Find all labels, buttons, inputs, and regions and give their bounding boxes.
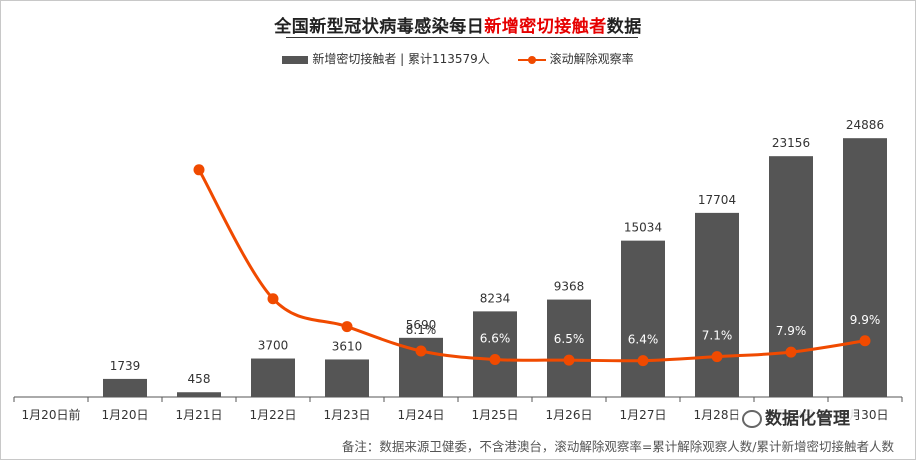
x-axis-ticks: [13, 397, 903, 402]
rate-point-7: [563, 354, 575, 366]
bar-value-label: 5690: [406, 318, 437, 332]
legend-item-bar: 新增密切接触者 | 累计113579人: [282, 50, 490, 67]
legend-bar-label: 新增密切接触者 | 累计113579人: [312, 52, 490, 66]
rate-point-3: [267, 293, 279, 305]
rate-point-8: [637, 355, 649, 367]
rate-value-label: 7.9%: [776, 324, 807, 338]
x-tick-label: 1月25日: [472, 408, 519, 422]
x-tick-label: 1月21日: [176, 408, 223, 422]
watermark-text: 数据化管理: [765, 409, 850, 429]
rate-value-label: 6.6%: [480, 332, 511, 346]
rate-line-points: [193, 164, 871, 367]
title-prefix: 全国新型冠状病毒感染每日: [274, 17, 485, 37]
x-tick-label: 1月28日: [694, 408, 741, 422]
chart-title: 全国新型冠状病毒感染每日新增密切接触者数据: [0, 12, 916, 37]
bar-value-label: 3610: [332, 339, 363, 353]
rate-point-11: [859, 335, 871, 347]
bar-10: [769, 156, 813, 397]
bar-value-label: 15034: [624, 221, 662, 235]
bar-value-label: 24886: [846, 118, 884, 132]
bar-value-label: 23156: [772, 136, 810, 150]
bar-value-label: 1739: [110, 359, 141, 373]
bar-8: [621, 240, 665, 397]
rate-point-2: [193, 164, 205, 176]
title-highlight: 新增密切接触者: [484, 17, 607, 37]
bar-11: [843, 138, 887, 397]
footnote: 备注：数据来源卫健委，不含港澳台，滚动解除观察率=累计解除观察人数/累计新增密切…: [341, 439, 894, 454]
bar-3: [251, 358, 295, 397]
rate-value-label: 8.1%: [406, 323, 437, 337]
rate-value-label: 9.9%: [850, 313, 881, 327]
legend-line-swatch: [517, 55, 546, 65]
bar-value-label: 458: [188, 372, 211, 386]
x-tick-label: 1月20日前: [22, 407, 81, 422]
bar-9: [695, 212, 739, 397]
title-underline: [286, 37, 638, 38]
rate-point-6: [489, 354, 501, 366]
bar-value-label: 9368: [554, 280, 585, 294]
rate-value-label: 6.4%: [628, 333, 659, 347]
wechat-icon: [742, 410, 762, 428]
legend-item-line: 滚动解除观察率: [517, 50, 634, 67]
rate-value-label: 6.5%: [554, 332, 585, 346]
x-tick-label: 1月26日: [546, 408, 593, 422]
rate-value-labels: 8.1% 6.6% 6.5% 6.4% 7.1% 7.9% 9.9%: [406, 313, 881, 347]
rate-value-label: 7.1%: [702, 329, 733, 343]
rate-point-5: [415, 345, 427, 357]
rate-point-10: [785, 346, 797, 358]
bar-2: [177, 392, 221, 397]
x-tick-label: 1月22日: [250, 408, 297, 422]
legend-bar-swatch: [282, 55, 309, 64]
x-tick-label: 1月27日: [620, 408, 667, 422]
x-tick-label: 1月23日: [324, 408, 371, 422]
rate-point-9: [711, 351, 723, 363]
chart-legend: 新增密切接触者 | 累计113579人 滚动解除观察率: [0, 50, 916, 67]
x-tick-label: 1月20日: [102, 408, 149, 422]
watermark: 数据化管理: [738, 404, 854, 429]
rate-point-4: [341, 321, 353, 333]
legend-line-label: 滚动解除观察率: [549, 52, 634, 66]
bar-1: [103, 378, 147, 397]
bar-value-labels: 1739 458 3700 3610 5690 8234 9368 15034 17704 231…: [110, 118, 884, 386]
x-tick-label: 1月24日: [398, 408, 445, 422]
bar-4: [325, 359, 369, 397]
bar-value-label: 3700: [258, 339, 289, 353]
rate-line-path: [197, 169, 866, 363]
bar-7: [547, 299, 591, 397]
bar-value-label: 17704: [698, 193, 736, 207]
bar-value-label: 8234: [480, 291, 511, 305]
title-suffix: 数据: [606, 17, 642, 37]
